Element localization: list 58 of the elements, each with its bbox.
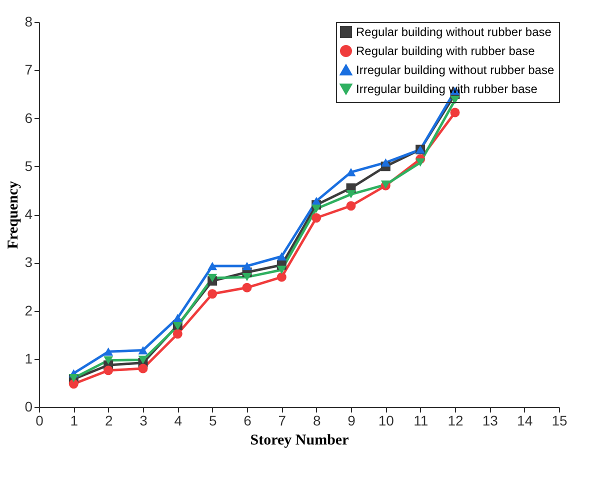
x-tick-label: 15 xyxy=(552,412,568,428)
point xyxy=(276,252,286,260)
point xyxy=(208,262,218,270)
x-tick-label: 4 xyxy=(174,412,182,428)
point xyxy=(68,379,78,389)
x-tick-label: 5 xyxy=(208,412,217,428)
point xyxy=(346,201,356,211)
y-tick-label: 0 xyxy=(24,398,33,414)
x-tick-label: 12 xyxy=(448,412,464,428)
x-tick-label: 1 xyxy=(70,412,78,428)
y-tick-label: 4 xyxy=(24,206,33,222)
legend-label: Regular building without rubber base xyxy=(356,25,552,39)
point xyxy=(208,289,218,299)
x-tick-label: 13 xyxy=(482,412,498,428)
point xyxy=(138,346,148,354)
y-tick-label: 8 xyxy=(24,14,33,30)
y-axis-title: Frequency xyxy=(6,180,22,250)
y-tick-label: 3 xyxy=(24,254,33,270)
x-tick-label: 7 xyxy=(278,412,286,428)
point xyxy=(104,356,114,364)
point xyxy=(104,348,114,356)
point xyxy=(276,266,286,274)
point xyxy=(380,158,390,167)
y-tick-label: 6 xyxy=(24,110,33,126)
x-tick-label: 10 xyxy=(378,412,394,428)
point xyxy=(172,314,182,322)
point xyxy=(104,366,114,376)
y-tick-label: 1 xyxy=(24,350,33,366)
point xyxy=(312,213,322,223)
x-tick-label: 8 xyxy=(312,412,321,428)
point xyxy=(138,364,148,374)
point xyxy=(276,272,286,282)
point xyxy=(416,158,426,167)
x-tick-label: 14 xyxy=(517,412,533,428)
legend-label: Irregular building without rubber base xyxy=(356,63,554,77)
point xyxy=(208,274,218,282)
point xyxy=(346,168,356,176)
x-axis-title: Storey Number xyxy=(250,432,350,448)
x-tick-label: 6 xyxy=(244,412,252,428)
point xyxy=(242,282,252,292)
legend-label: Regular building with rubber base xyxy=(356,44,536,58)
x-tick-label: 2 xyxy=(104,412,113,428)
point xyxy=(172,329,182,339)
point xyxy=(450,96,460,104)
point xyxy=(312,204,322,213)
x-tick-label: 9 xyxy=(348,412,356,428)
x-tick-label: 0 xyxy=(36,412,44,428)
x-tick-label: 11 xyxy=(414,412,428,428)
y-tick-label: 5 xyxy=(24,158,33,174)
point xyxy=(450,108,460,118)
y-tick-label: 2 xyxy=(24,302,33,318)
point xyxy=(346,190,356,198)
y-tick-label: 7 xyxy=(24,62,33,78)
x-tick-label: 3 xyxy=(140,412,148,428)
point xyxy=(242,272,252,282)
legend-label: Irregular building with rubber base xyxy=(356,82,538,96)
point xyxy=(138,356,148,364)
point xyxy=(242,262,252,270)
